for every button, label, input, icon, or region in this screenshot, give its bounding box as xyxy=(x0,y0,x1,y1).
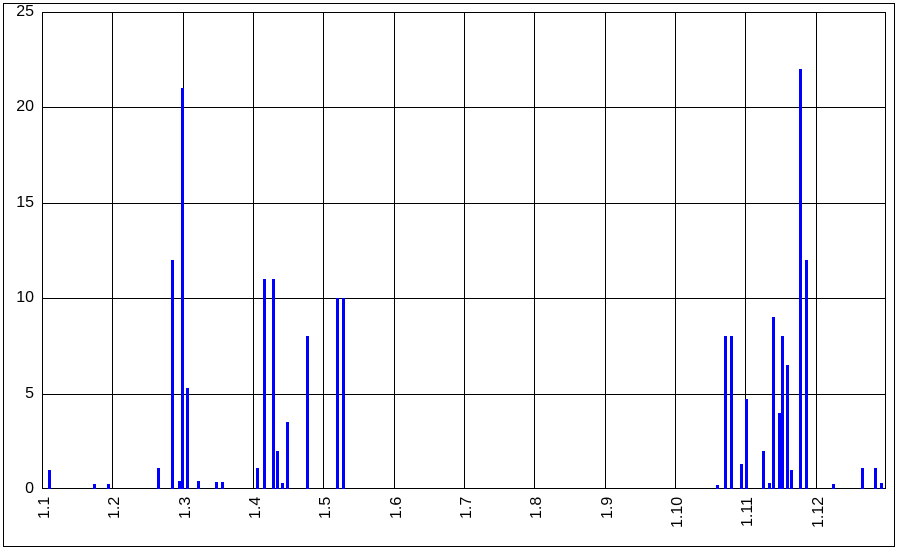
x-tick-label: 1.6 xyxy=(388,497,406,519)
x-tick-label: 1.9 xyxy=(599,497,617,519)
data-bar xyxy=(768,483,771,489)
x-tick-label: 1.10 xyxy=(669,497,687,528)
y-tick-label: 5 xyxy=(0,385,34,403)
data-bar xyxy=(181,88,184,489)
y-tick-label: 15 xyxy=(0,194,34,212)
y-tick-label: 10 xyxy=(0,289,34,307)
x-gridline xyxy=(464,12,465,489)
data-bar xyxy=(730,336,733,489)
data-bar xyxy=(790,470,793,489)
data-bar xyxy=(716,485,719,489)
data-bar xyxy=(724,336,727,489)
data-bar xyxy=(272,279,275,489)
data-bar xyxy=(263,279,266,489)
data-bar xyxy=(799,69,802,489)
x-tick-label: 1.11 xyxy=(739,497,757,527)
data-bar xyxy=(880,483,883,489)
data-bar xyxy=(157,468,160,489)
data-bar xyxy=(281,483,284,489)
x-tick-label: 1.12 xyxy=(810,497,828,528)
data-bar xyxy=(171,260,174,489)
data-bar xyxy=(342,298,345,489)
x-tick-label: 1.1 xyxy=(36,497,54,519)
x-tick-label: 1.5 xyxy=(317,497,335,519)
data-bar xyxy=(256,468,259,489)
data-bar xyxy=(286,422,289,489)
x-gridline xyxy=(675,12,676,489)
data-bar xyxy=(336,298,339,489)
x-gridline xyxy=(112,12,113,489)
x-tick-label: 1.3 xyxy=(177,497,195,519)
data-bar xyxy=(197,481,200,489)
y-tick-label: 25 xyxy=(0,3,34,21)
data-bar xyxy=(186,388,189,489)
x-gridline xyxy=(394,12,395,489)
data-bar xyxy=(874,468,877,489)
data-bar xyxy=(772,317,775,489)
x-tick-label: 1.4 xyxy=(247,497,265,519)
x-tick-label: 1.2 xyxy=(106,497,124,519)
data-bar xyxy=(805,260,808,489)
x-gridline xyxy=(253,12,254,489)
data-bar xyxy=(215,482,218,489)
data-bar xyxy=(276,451,279,489)
x-gridline xyxy=(323,12,324,489)
x-gridline xyxy=(816,12,817,489)
data-bar xyxy=(861,468,864,489)
x-tick-label: 1.8 xyxy=(528,497,546,519)
data-bar xyxy=(48,470,51,489)
y-tick-label: 0 xyxy=(0,480,34,498)
y-tick-label: 20 xyxy=(0,98,34,116)
data-bar xyxy=(781,336,784,489)
data-bar xyxy=(221,482,224,489)
x-gridline xyxy=(605,12,606,489)
data-bar xyxy=(745,399,748,489)
data-bar xyxy=(107,484,110,489)
x-gridline xyxy=(534,12,535,489)
x-tick-label: 1.7 xyxy=(458,497,476,519)
data-bar xyxy=(786,365,789,489)
data-bar xyxy=(740,464,743,489)
data-bar xyxy=(306,336,309,489)
data-bar xyxy=(762,451,765,489)
data-bar xyxy=(832,484,835,489)
data-bar xyxy=(93,484,96,489)
